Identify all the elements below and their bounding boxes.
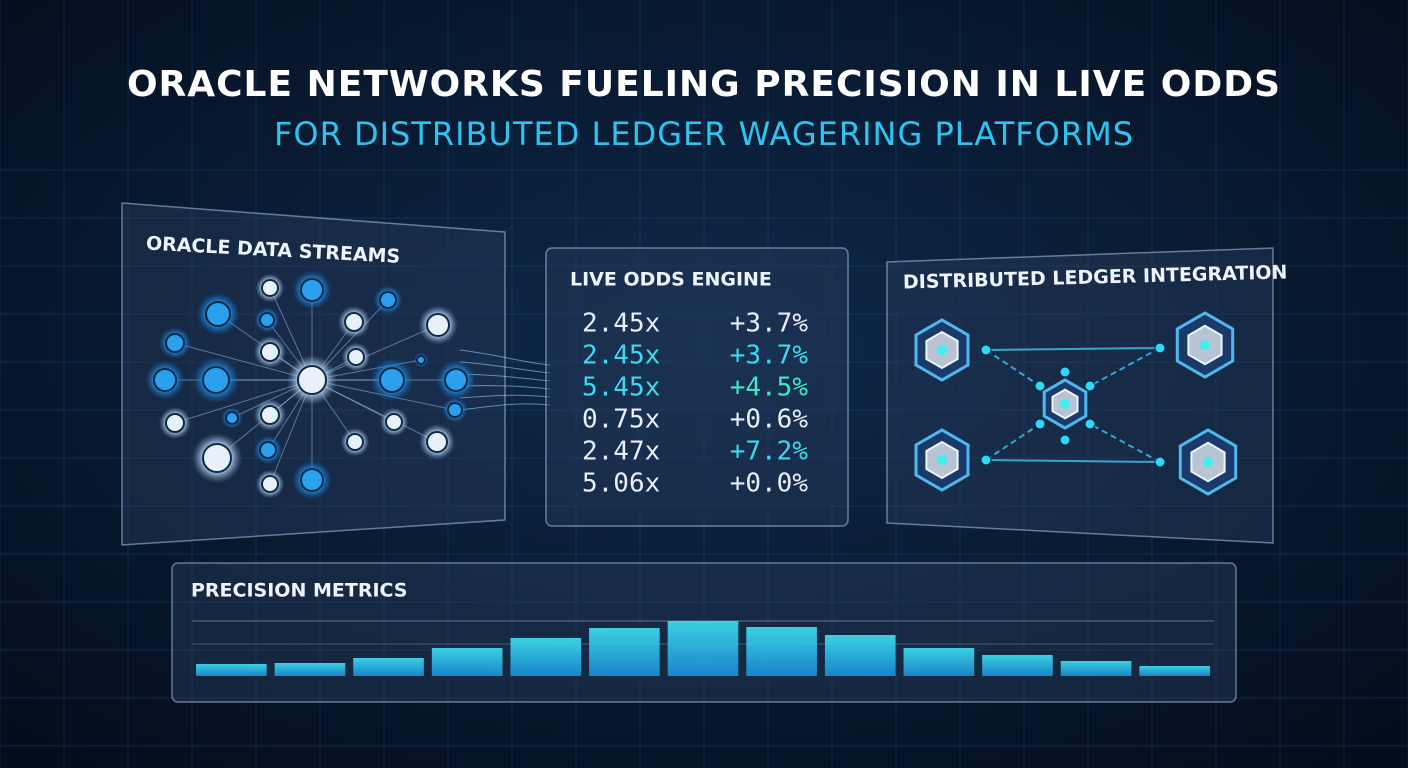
subtitle: FOR DISTRIBUTED LEDGER WAGERING PLATFORM…	[274, 115, 1134, 153]
node	[259, 441, 277, 459]
node	[297, 365, 327, 395]
odds-table: 2.45x +3.7% 2.45x +3.7% 5.45x +4.5% 0.75x +0.6%…	[582, 309, 808, 499]
odds-row: 5.06x +0.0%	[582, 469, 808, 499]
odds-change: +0.0%	[730, 469, 809, 499]
stream-line	[459, 394, 551, 399]
metric-bar	[903, 648, 975, 676]
oracle-network	[145, 270, 551, 500]
ledger-node	[1154, 456, 1166, 468]
node	[261, 279, 279, 297]
node	[260, 342, 280, 362]
ledger-core	[1060, 399, 1070, 409]
title: ORACLE NETWORKS FUELING PRECISION IN LIV…	[127, 64, 1281, 105]
stream-line	[459, 403, 551, 411]
ledger-node	[1084, 380, 1096, 392]
ledger-link	[985, 423, 1041, 461]
node	[260, 405, 280, 425]
odds-row: 2.45x +3.7%	[582, 341, 808, 371]
odds-value: 5.06x	[582, 469, 660, 499]
node	[379, 367, 405, 393]
node	[426, 313, 450, 337]
ledger-node	[1034, 380, 1046, 392]
node	[385, 413, 403, 431]
odds-change: +3.7%	[730, 309, 809, 339]
node	[165, 333, 185, 353]
node	[225, 411, 239, 425]
odds-row: 0.75x +0.6%	[582, 405, 808, 435]
metric-bar	[667, 621, 739, 676]
odds-row: 5.45x +4.5%	[582, 373, 808, 403]
ledger-link	[1089, 347, 1161, 387]
node	[344, 312, 364, 332]
stream-line	[459, 361, 551, 374]
node	[346, 433, 364, 451]
odds-value: 2.45x	[582, 341, 660, 371]
metric-bar	[196, 664, 267, 676]
node	[416, 355, 426, 365]
metric-bar	[431, 648, 503, 676]
metrics-illustration	[196, 621, 1210, 676]
node	[202, 443, 232, 473]
odds-change: +7.2%	[730, 437, 809, 467]
odds-row: 2.47x +7.2%	[582, 437, 808, 467]
stream-line	[459, 349, 551, 366]
metric-bar	[510, 638, 582, 676]
ledger-node	[1084, 418, 1096, 430]
ledger-node	[1034, 418, 1046, 430]
odds-change: +4.5%	[730, 373, 809, 403]
node	[259, 312, 275, 328]
ledger-node	[1059, 434, 1071, 446]
metric-bar	[824, 635, 896, 676]
metric-bar	[746, 627, 817, 676]
node	[379, 291, 397, 309]
metrics-title: PRECISION METRICS	[191, 580, 408, 602]
odds-title: LIVE ODDS ENGINE	[570, 269, 772, 291]
metric-bar	[353, 658, 424, 676]
ledger-node	[980, 344, 992, 356]
metric-bar	[589, 628, 660, 676]
ledger-link	[985, 349, 1041, 387]
node	[426, 431, 448, 453]
metric-bar	[982, 655, 1053, 676]
ledger-core	[937, 345, 947, 355]
metric-bar	[274, 663, 346, 676]
metric-bar	[1139, 666, 1210, 676]
ledger-node	[1154, 342, 1166, 354]
odds-change: +3.7%	[730, 341, 809, 371]
ledger-link	[985, 347, 1161, 351]
ledger-node	[1059, 366, 1071, 378]
ledger-core	[1203, 457, 1213, 467]
odds-value: 2.45x	[582, 309, 660, 339]
odds-value: 2.47x	[582, 437, 660, 467]
node	[261, 475, 279, 493]
ledger-core	[937, 455, 947, 465]
ledger-link	[985, 459, 1161, 463]
node	[205, 301, 231, 327]
odds-panel	[545, 247, 849, 527]
node	[447, 402, 463, 418]
node	[202, 366, 230, 394]
odds-value: 0.75x	[582, 405, 660, 435]
odds-row: 2.45x +3.7%	[582, 309, 808, 339]
metric-bar	[1060, 661, 1132, 676]
ledger-node	[980, 454, 992, 466]
node	[165, 413, 185, 433]
node	[300, 278, 324, 302]
node	[444, 368, 468, 392]
node	[153, 368, 177, 392]
odds-change: +0.6%	[730, 405, 809, 435]
node	[347, 348, 365, 366]
ledger-core	[1200, 340, 1210, 350]
ledger-link	[1089, 423, 1161, 463]
odds-value: 5.45x	[582, 373, 660, 403]
node	[300, 468, 324, 492]
ledger-diagram	[914, 311, 1238, 496]
